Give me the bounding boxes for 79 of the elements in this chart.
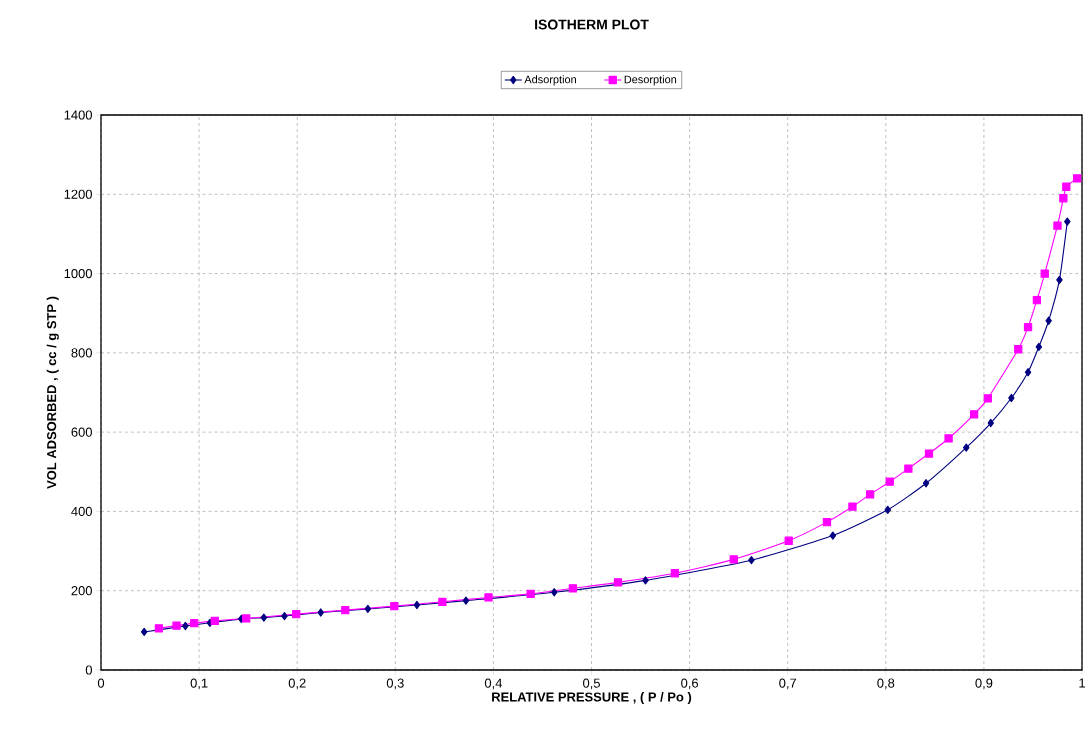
point (1056, 275, 1063, 285)
point (784, 536, 793, 545)
point (341, 605, 350, 615)
point (885, 477, 894, 486)
point (963, 443, 970, 452)
point (364, 604, 372, 614)
point (1064, 217, 1071, 226)
point (484, 593, 493, 602)
point (1059, 194, 1068, 203)
point (1032, 295, 1042, 305)
point (281, 611, 288, 621)
x-tick-label: 0,4 (484, 678, 503, 690)
point (390, 602, 399, 611)
x-tick-label: 0,6 (681, 678, 699, 690)
y-tick-label: 1000 (64, 268, 92, 279)
y-tick-label: 0 (85, 665, 92, 675)
y-tick-label: 1200 (64, 189, 92, 199)
point (568, 584, 578, 593)
point (1024, 368, 1032, 377)
point (190, 619, 199, 628)
point (884, 505, 892, 514)
point (983, 394, 992, 403)
y-axis-title: VOL ADSORBED , ( cc / g STP ) (46, 296, 59, 489)
point (140, 627, 148, 637)
point (944, 434, 953, 443)
x-tick-label: 0,8 (877, 678, 895, 690)
point (865, 490, 875, 499)
point (172, 621, 181, 630)
point (1040, 269, 1049, 278)
x-tick-label: 0,9 (975, 678, 993, 690)
y-tick-label: 600 (71, 427, 92, 437)
point (462, 596, 470, 605)
point (613, 578, 623, 587)
point (829, 531, 837, 540)
point (1014, 345, 1023, 354)
point (670, 569, 680, 578)
point (413, 600, 421, 610)
point (987, 418, 995, 428)
legend-label: Desorption (624, 75, 677, 86)
point (924, 449, 934, 458)
x-tick-label: 0,1 (190, 678, 208, 690)
x-tick-label: 0 (97, 678, 105, 688)
x-tick-label: 0,5 (583, 678, 600, 690)
point (182, 621, 189, 631)
point (260, 613, 268, 622)
point (1053, 221, 1062, 230)
x-axis-title: RELATIVE PRESSURE , ( P / Po ) (492, 692, 692, 705)
point (848, 502, 857, 511)
point (317, 608, 325, 617)
point (822, 517, 832, 527)
point (1035, 342, 1043, 352)
point (1008, 393, 1015, 403)
y-tick-label: 200 (71, 586, 92, 596)
point (438, 597, 447, 606)
point (292, 609, 301, 619)
point (969, 410, 979, 419)
y-tick-label: 400 (71, 506, 92, 516)
point (526, 589, 535, 599)
point (729, 555, 738, 564)
point (642, 576, 649, 585)
y-tick-label: 1400 (64, 110, 92, 120)
point (1062, 182, 1071, 191)
x-tick-label: 0,7 (779, 678, 797, 690)
x-tick-label: 0,2 (288, 678, 306, 690)
point (210, 616, 219, 625)
x-tick-label: 1 (1079, 678, 1085, 688)
point (550, 588, 558, 597)
point (154, 624, 164, 633)
x-tick-label: 0,3 (386, 678, 404, 690)
y-tick-label: 800 (71, 348, 92, 358)
point (1072, 174, 1082, 183)
point (748, 556, 755, 565)
point (1023, 322, 1033, 332)
point (904, 464, 913, 473)
point (922, 479, 930, 488)
legend-label: Adsorption (524, 75, 576, 86)
chart-title: ISOTHERM PLOT (535, 19, 649, 30)
point (1045, 316, 1052, 325)
point (242, 614, 251, 623)
